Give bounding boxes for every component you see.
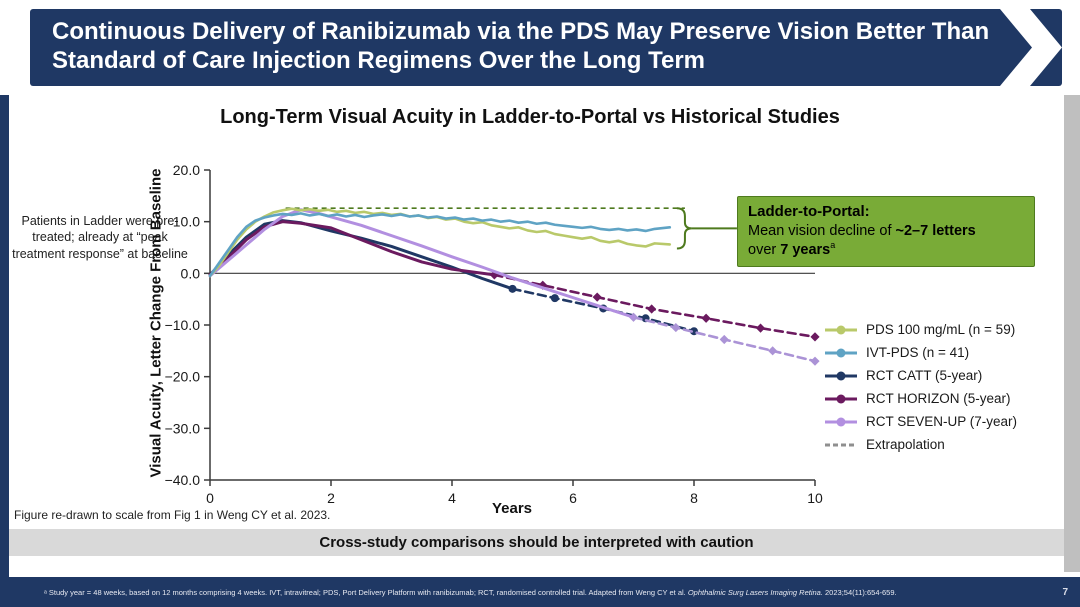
svg-text:−10.0: −10.0 bbox=[165, 317, 201, 333]
legend-label: RCT CATT (5-year) bbox=[866, 368, 983, 383]
chart-title: Long-Term Visual Acuity in Ladder-to-Por… bbox=[220, 106, 840, 128]
svg-text:10: 10 bbox=[807, 490, 823, 506]
legend-swatch bbox=[825, 371, 857, 380]
legend-label: Extrapolation bbox=[866, 437, 945, 452]
chevron-right-icon bbox=[1000, 9, 1062, 86]
slide-title: Continuous Delivery of Ranibizumab via t… bbox=[52, 18, 990, 75]
svg-text:10.0: 10.0 bbox=[173, 214, 200, 230]
callout-line1: Mean vision decline of ~2–7 letters bbox=[748, 222, 976, 239]
svg-text:20.0: 20.0 bbox=[173, 162, 200, 178]
svg-text:4: 4 bbox=[448, 490, 456, 506]
pretreatment-note: Patients in Ladder were pre-treated; alr… bbox=[12, 214, 188, 261]
legend-label: IVT-PDS (n = 41) bbox=[866, 345, 970, 360]
svg-text:2: 2 bbox=[327, 490, 335, 506]
footer-note: ᵃ Study year = 48 weeks, based on 12 mon… bbox=[44, 587, 897, 597]
legend-swatch bbox=[825, 417, 857, 426]
svg-text:6: 6 bbox=[569, 490, 577, 506]
legend-item: IVT-PDS (n = 41) bbox=[823, 341, 1063, 364]
legend-item: RCT HORIZON (5-year) bbox=[823, 387, 1063, 410]
legend-swatch bbox=[825, 348, 857, 357]
legend-swatch bbox=[825, 443, 857, 446]
callout-title: Ladder-to-Portal: bbox=[748, 203, 870, 220]
page-number: 7 bbox=[1062, 586, 1068, 598]
legend-swatch bbox=[825, 394, 857, 403]
legend-item: PDS 100 mg/mL (n = 59) bbox=[823, 318, 1063, 341]
callout-footnote-marker: a bbox=[830, 240, 836, 251]
svg-text:0.0: 0.0 bbox=[181, 265, 201, 281]
svg-text:0: 0 bbox=[206, 490, 214, 506]
header-banner: Continuous Delivery of Ranibizumab via t… bbox=[30, 9, 1062, 86]
legend-label: RCT SEVEN-UP (7-year) bbox=[866, 414, 1018, 429]
legend-label: RCT HORIZON (5-year) bbox=[866, 391, 1011, 406]
legend-label: PDS 100 mg/mL (n = 59) bbox=[866, 322, 1016, 337]
line-chart: 20.0 10.0 0.0 −10.0 −20.0 −30.0 −40.0 0 2 4 6 8 10 bbox=[165, 162, 823, 506]
ladder-to-portal-callout: Ladder-to-Portal: Mean vision decline of… bbox=[737, 196, 1035, 268]
legend-item: RCT SEVEN-UP (7-year) bbox=[823, 410, 1063, 433]
left-accent-bar bbox=[0, 95, 9, 577]
svg-text:−20.0: −20.0 bbox=[165, 369, 201, 385]
legend-swatch bbox=[825, 325, 857, 334]
svg-text:−30.0: −30.0 bbox=[165, 420, 201, 436]
svg-text:−40.0: −40.0 bbox=[165, 472, 201, 488]
x-axis-label: Years bbox=[491, 500, 533, 517]
chart-legend: PDS 100 mg/mL (n = 59) IVT-PDS (n = 41) RC… bbox=[823, 318, 1063, 456]
svg-text:8: 8 bbox=[690, 490, 698, 506]
figure-source-note: Figure re-drawn to scale from Fig 1 in W… bbox=[14, 508, 331, 522]
legend-item: RCT CATT (5-year) bbox=[823, 364, 1063, 387]
caution-banner: Cross-study comparisons should be interp… bbox=[9, 529, 1064, 556]
legend-item: Extrapolation bbox=[823, 433, 1063, 456]
journal-name: Ophthalmic Surg Lasers Imaging Retina. bbox=[687, 587, 823, 597]
right-accent-bar bbox=[1064, 95, 1080, 572]
callout-line2: over 7 yearsa bbox=[748, 240, 836, 259]
footer-bar: ᵃ Study year = 48 weeks, based on 12 mon… bbox=[0, 577, 1080, 607]
